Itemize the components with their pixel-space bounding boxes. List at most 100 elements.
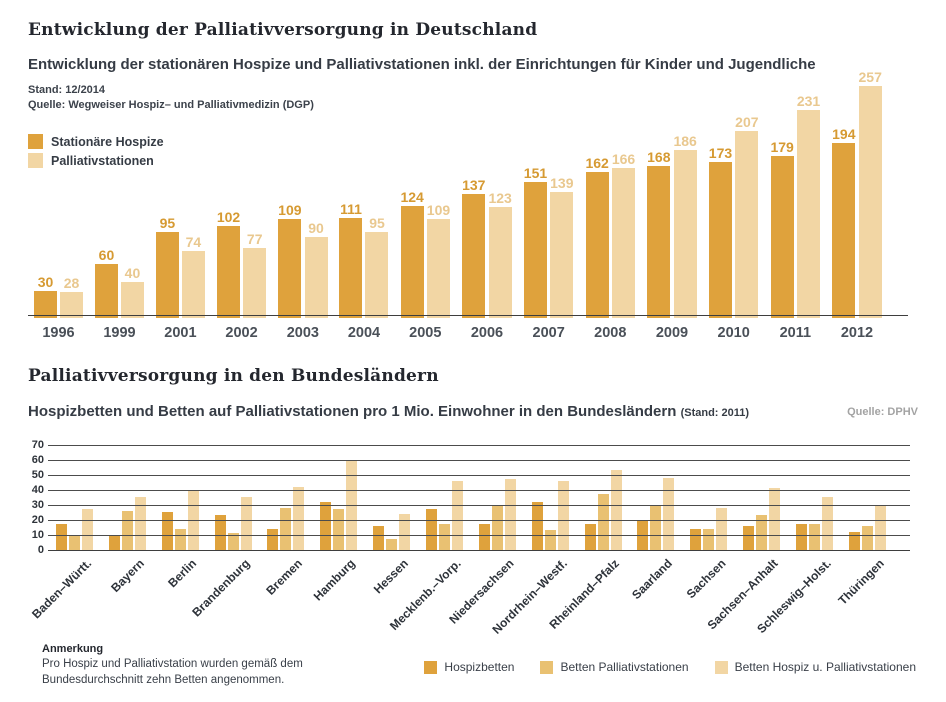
- x-tick-label: Sachsen: [683, 556, 729, 602]
- state-group-10: [531, 480, 569, 551]
- bar-column: 40: [120, 264, 144, 318]
- bar-hospize-1996: [34, 290, 57, 318]
- bar-series1-4: [214, 515, 226, 551]
- bar-series2-3: [174, 528, 186, 551]
- bar-pair: 137 123: [462, 177, 512, 318]
- bar-column: 123: [488, 191, 512, 318]
- value-label: 90: [308, 219, 324, 236]
- value-label: 166: [611, 151, 636, 168]
- bar-hospize-2008: [585, 171, 609, 318]
- bar-pair: 109 90: [278, 202, 328, 318]
- bar-series1-16: [848, 531, 860, 551]
- bar-palliativstationen-2003: [304, 236, 328, 318]
- bar-column: 95: [155, 215, 179, 318]
- value-label: 194: [832, 125, 856, 142]
- bar-series2-2: [121, 510, 133, 551]
- bar-hospize-2006: [462, 194, 486, 318]
- year-group-1999: 60 40 1999: [94, 248, 144, 341]
- legend-item: Palliativstationen: [28, 153, 164, 168]
- value-label: 168: [647, 149, 671, 166]
- bar-palliativstationen-2004: [365, 232, 389, 318]
- bar-palliativstationen-2002: [243, 248, 267, 318]
- value-label: 95: [369, 215, 385, 231]
- value-label: 137: [462, 177, 486, 194]
- note-title: Anmerkung: [42, 643, 104, 655]
- legend-swatch: [714, 660, 728, 674]
- bar-palliativstationen-2011: [797, 109, 820, 318]
- x-tick-label: Baden–Württ.: [28, 556, 94, 622]
- bar-pair: 111 95: [339, 200, 389, 318]
- bar-column: 109: [278, 202, 302, 318]
- state-group-5: [267, 486, 305, 551]
- year-group-2004: 111 95 2004: [339, 200, 389, 340]
- bar-hospize-2010: [708, 161, 732, 318]
- bar-column: 124: [400, 190, 424, 318]
- bar-pair: 30 28: [34, 275, 83, 318]
- bar-column: 74: [181, 233, 205, 318]
- x-tick-label: 2008: [594, 324, 627, 341]
- value-label: 111: [340, 200, 362, 217]
- bar-series1-1: [56, 524, 67, 551]
- year-group-2010: 173 207 2010: [709, 115, 759, 340]
- year-group-2009: 168 186 2009: [647, 134, 697, 340]
- value-label: 231: [796, 92, 821, 109]
- bar-series2-4: [227, 533, 239, 551]
- bar-column: 151: [524, 166, 547, 318]
- bar-hospize-2003: [278, 219, 302, 318]
- value-label: 40: [124, 264, 141, 281]
- x-tick-label: 2005: [409, 324, 442, 341]
- bar-hospize-2009: [647, 166, 671, 318]
- value-label: 95: [159, 215, 176, 231]
- y-tick-label: 20: [31, 514, 44, 526]
- bar-series1-2: [108, 536, 120, 551]
- bar-column: 109: [427, 203, 450, 318]
- legend-label: Hospizbetten: [444, 660, 515, 674]
- x-tick-label: 1999: [103, 324, 136, 341]
- bundeslaender-bar-groups: [48, 446, 910, 551]
- bar-hospize-2004: [339, 217, 363, 318]
- x-tick-label: 2002: [225, 324, 258, 341]
- bar-pair: 162 166: [585, 151, 636, 318]
- x-tick-label: 2010: [717, 324, 750, 341]
- x-tick-label: Thüringen: [835, 556, 887, 608]
- value-label: 162: [585, 154, 609, 171]
- bar-column: 231: [797, 94, 820, 318]
- bar-hospize-2007: [523, 181, 547, 318]
- bar-column: 173: [709, 146, 732, 318]
- state-group-14: [743, 488, 781, 551]
- legend-label: Betten Palliativstationen: [560, 660, 689, 674]
- y-tick-label: 50: [31, 469, 44, 481]
- bar-series2-6: [333, 509, 345, 551]
- state-group-9: [478, 479, 516, 551]
- x-tick-label: Saarland: [629, 556, 676, 603]
- legend-item: Betten Palliativstationen: [540, 660, 689, 674]
- legend-label: Betten Hospiz u. Palliativstationen: [734, 660, 916, 674]
- state-group-11: [584, 470, 622, 551]
- state-group-1: [56, 509, 93, 551]
- state-group-2: [108, 497, 146, 551]
- bar-column: 111: [339, 200, 363, 318]
- bar-palliativstationen-2012: [858, 86, 882, 318]
- note-text: Pro Hospiz und Palliativstation wurden g…: [42, 658, 303, 686]
- year-group-2001: 95 74 2001: [155, 215, 205, 340]
- bar-series2-10: [544, 530, 556, 551]
- value-label: 109: [278, 202, 302, 219]
- state-group-8: [426, 480, 464, 551]
- state-group-4: [214, 497, 252, 551]
- year-group-2007: 151 139 2007: [524, 166, 574, 340]
- y-tick-label: 10: [31, 529, 44, 541]
- x-tick-label: 2011: [779, 324, 812, 341]
- legend-item: Stationäre Hospize: [28, 134, 164, 149]
- bar-palliativstationen-2001: [181, 250, 205, 318]
- bar-series2-7: [386, 539, 398, 551]
- bar-series2-11: [597, 494, 609, 551]
- bar-series1-3: [161, 512, 173, 551]
- bar-hospize-2001: [155, 232, 179, 318]
- bar-series3-16: [874, 506, 886, 551]
- bar-palliativstationen-2007: [550, 192, 574, 318]
- value-label: 74: [185, 233, 202, 250]
- bar-pair: 102 77: [217, 210, 267, 318]
- bar-column: 257: [858, 70, 882, 318]
- state-group-7: [373, 513, 411, 551]
